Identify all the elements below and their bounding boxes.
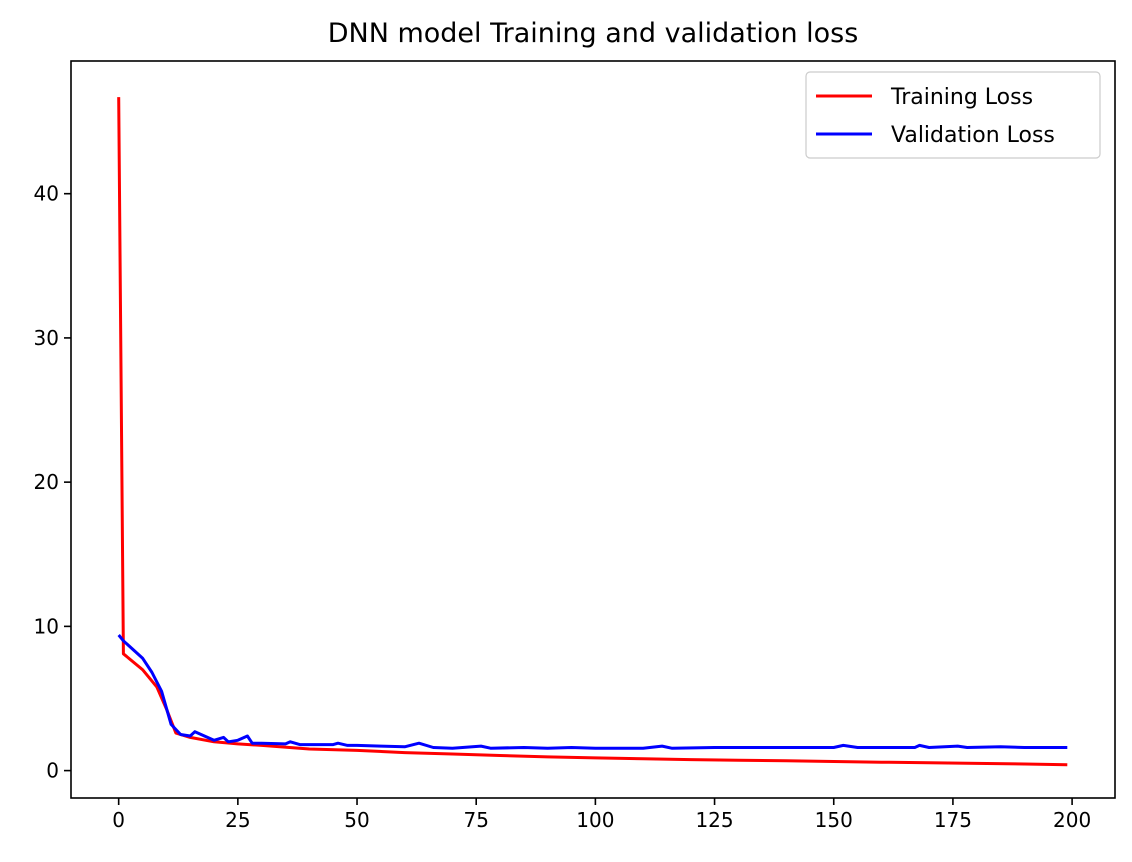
- y-tick-label: 0: [46, 759, 59, 783]
- y-tick-label: 20: [34, 470, 59, 494]
- x-tick-label: 200: [1053, 808, 1091, 832]
- x-tick-label: 75: [463, 808, 488, 832]
- series-layer: [117, 97, 1068, 767]
- x-tick-label: 50: [344, 808, 369, 832]
- y-tick-label: 30: [34, 326, 59, 350]
- legend: Training Loss Validation Loss: [805, 71, 1101, 159]
- legend-label-training-loss: Training Loss: [890, 85, 1033, 110]
- plot-area-frame: [70, 60, 1116, 799]
- validation-loss-line: [117, 634, 1068, 750]
- chart-title: DNN model Training and validation loss: [328, 18, 859, 49]
- y-tick-label: 40: [34, 182, 59, 206]
- x-tick-label: 175: [934, 808, 972, 832]
- legend-label-validation-loss: Validation Loss: [891, 123, 1055, 148]
- x-tick-label: 125: [695, 808, 733, 832]
- x-tick-label: 0: [112, 808, 125, 832]
- x-tick-label: 100: [576, 808, 614, 832]
- x-tick-label: 150: [815, 808, 853, 832]
- ticks-layer: 0 25 50 75 100 125 150 175 200 0 10 20 30 40: [34, 182, 1092, 832]
- y-tick-label: 10: [34, 614, 59, 638]
- legend-box: [805, 71, 1101, 159]
- x-tick-label: 25: [225, 808, 250, 832]
